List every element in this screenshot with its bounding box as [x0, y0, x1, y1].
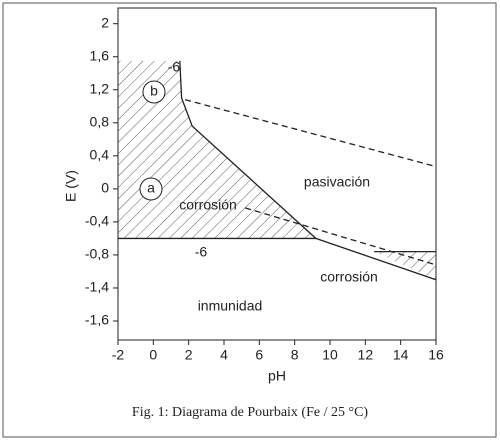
x-tick-label: 0: [149, 347, 157, 363]
x-tick-label: 6: [255, 347, 263, 363]
x-tick-label: 4: [220, 347, 228, 363]
y-tick-label: 0,4: [90, 147, 110, 163]
y-axis-label: E (V): [63, 170, 79, 202]
plot: [118, 60, 437, 281]
annotation: corrosión: [320, 269, 378, 285]
y-tick-label: -0,8: [85, 246, 109, 262]
hatched-region: [374, 251, 436, 280]
x-tick-label: 14: [393, 347, 409, 363]
dashed-line: [184, 99, 437, 168]
annotation: pasivación: [304, 174, 370, 190]
y-tick-label: 0,8: [90, 113, 110, 129]
y-tick-label: -1,4: [85, 279, 109, 295]
y-tick-label: 1,2: [90, 80, 110, 96]
annotation: corrosión: [179, 197, 237, 213]
dashed-line: [245, 207, 437, 266]
x-tick-label: 16: [428, 347, 444, 363]
annotation: b: [150, 83, 158, 99]
x-tick-label: -2: [112, 347, 125, 363]
x-tick-label: 10: [322, 347, 338, 363]
x-tick-label: 2: [185, 347, 193, 363]
plot-border: [117, 7, 437, 341]
annotation: -6: [168, 59, 181, 75]
y-tick-label: 1,6: [90, 47, 110, 63]
y-tick-label: -0,4: [85, 213, 109, 229]
x-axis-label: pH: [268, 368, 286, 384]
x-tick-label: 12: [358, 347, 374, 363]
annotation: a: [147, 180, 155, 196]
y-tick-label: -1,6: [85, 312, 109, 328]
label-circle: [139, 177, 163, 201]
caption: Fig. 1: Diagrama de Pourbaix (Fe / 25 °C…: [132, 405, 369, 420]
frame: [2, 2, 497, 438]
y-tick-label: 0: [101, 180, 109, 196]
boundary-line: [179, 60, 437, 281]
label-circle: [142, 80, 166, 104]
x-tick-label: 8: [291, 347, 299, 363]
annotation: -6: [195, 244, 208, 260]
annotation: inmunidad: [198, 298, 263, 314]
y-tick-label: 2: [101, 14, 109, 30]
